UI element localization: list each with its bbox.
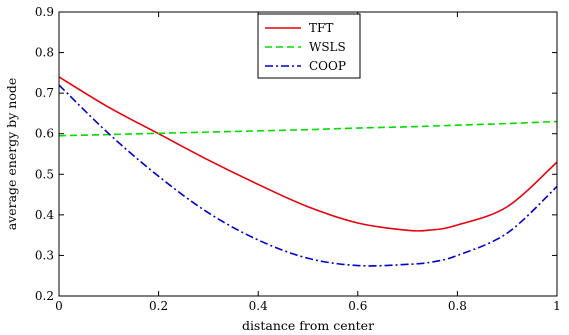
ticks-layer: 0 0.2 0.4 0.6 0.8 10.20.30.40.50.60.70.80.9	[35, 5, 561, 313]
y-tick-label: 0.7	[35, 86, 54, 100]
legend: TFT WSLS COOP	[257, 13, 361, 79]
series-layer	[58, 76, 558, 267]
series-line-tft	[58, 76, 558, 232]
legend-box	[257, 13, 361, 79]
y-tick-label: 0.4	[35, 208, 54, 222]
series-line-wsls	[58, 120, 558, 137]
x-tick-label: 0.2	[149, 299, 168, 313]
x-tick-label: 0.4	[249, 299, 268, 313]
y-tick-label: 0.6	[35, 127, 54, 141]
x-tick-label: 0.8	[448, 299, 467, 313]
y-tick-label: 0.3	[35, 248, 54, 262]
x-tick-label: 0.6	[348, 299, 367, 313]
y-tick-label: 0.8	[35, 46, 54, 60]
y-tick-label: 0.9	[35, 5, 54, 19]
plot-frame	[58, 11, 558, 297]
legend-label-tft: TFT	[309, 21, 333, 35]
y-tick-label: 0.5	[35, 167, 54, 181]
x-tick-label: 0	[55, 299, 63, 313]
series-line-coop	[58, 84, 558, 267]
y-tick-label: 0.2	[35, 289, 54, 303]
legend-label-coop: COOP	[309, 59, 346, 73]
x-tick-label: 1	[553, 299, 561, 313]
x-axis-label: distance from center	[242, 318, 374, 333]
legend-label-wsls: WSLS	[309, 40, 346, 54]
y-axis-label: average energy by node	[4, 78, 19, 231]
